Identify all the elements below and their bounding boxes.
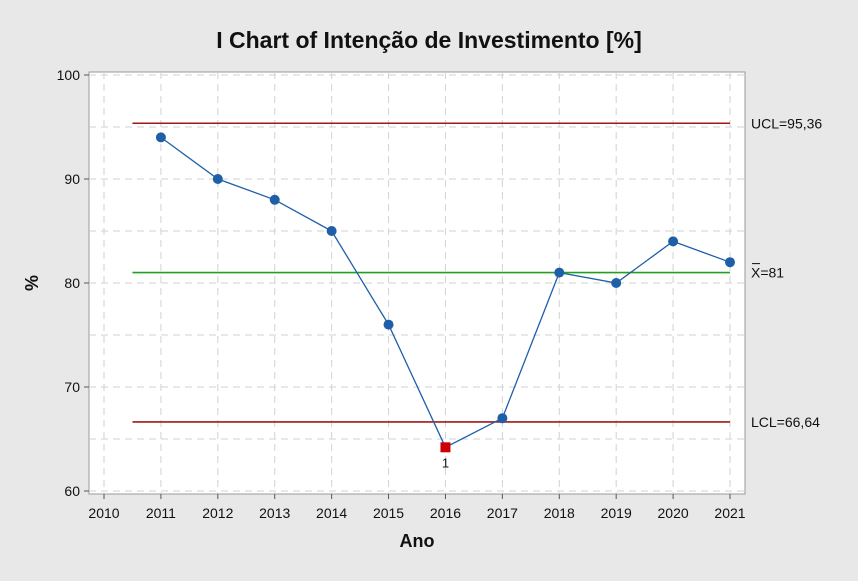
y-tick-label: 70 — [64, 379, 80, 395]
x-tick-label: 2012 — [202, 505, 233, 521]
y-tick-label: 100 — [57, 67, 81, 83]
x-tick-label: 2021 — [714, 505, 745, 521]
data-point — [326, 226, 337, 236]
y-tick-label: 80 — [64, 275, 80, 291]
x-tick-label: 2015 — [373, 505, 404, 521]
data-point — [269, 194, 280, 205]
data-point — [212, 174, 223, 184]
y-tick-label: 60 — [64, 483, 80, 499]
chart-title: I Chart of Intenção de Investimento [%] — [216, 27, 642, 53]
control-limit-label: UCL=95,36 — [751, 115, 822, 131]
data-series: 1 — [155, 132, 735, 470]
data-point — [554, 267, 565, 278]
data-point — [155, 132, 166, 143]
x-tick-label: 2014 — [316, 505, 347, 521]
y-axis-label: % — [22, 275, 42, 291]
data-point — [383, 319, 394, 330]
out-of-control-label: 1 — [442, 455, 449, 470]
gridlines — [89, 72, 745, 494]
x-axis-label: Ano — [400, 531, 435, 551]
data-point — [725, 257, 735, 268]
x-tick-label: 2011 — [146, 505, 176, 521]
axes: 60 70 80 90 100 2010 2011 2012 2013 2014 2015 2016 2… — [57, 67, 746, 521]
x-tick-label: 2020 — [658, 505, 689, 521]
x-tick-label: 2019 — [601, 505, 632, 521]
x-tick-label: 2010 — [88, 505, 119, 521]
x-tick-label: 2013 — [259, 505, 290, 521]
x-tick-label: 2018 — [544, 505, 575, 521]
data-point — [497, 413, 508, 424]
x-tick-label: 2016 — [430, 505, 461, 521]
control-limit-label: X=81 — [751, 265, 784, 281]
y-tick-label: 90 — [64, 171, 80, 187]
control-limit-label: LCL=66,64 — [751, 414, 820, 430]
x-tick-label: 2017 — [487, 505, 518, 521]
data-point — [668, 236, 679, 247]
out-of-control-point — [440, 442, 451, 453]
data-point — [611, 278, 622, 288]
